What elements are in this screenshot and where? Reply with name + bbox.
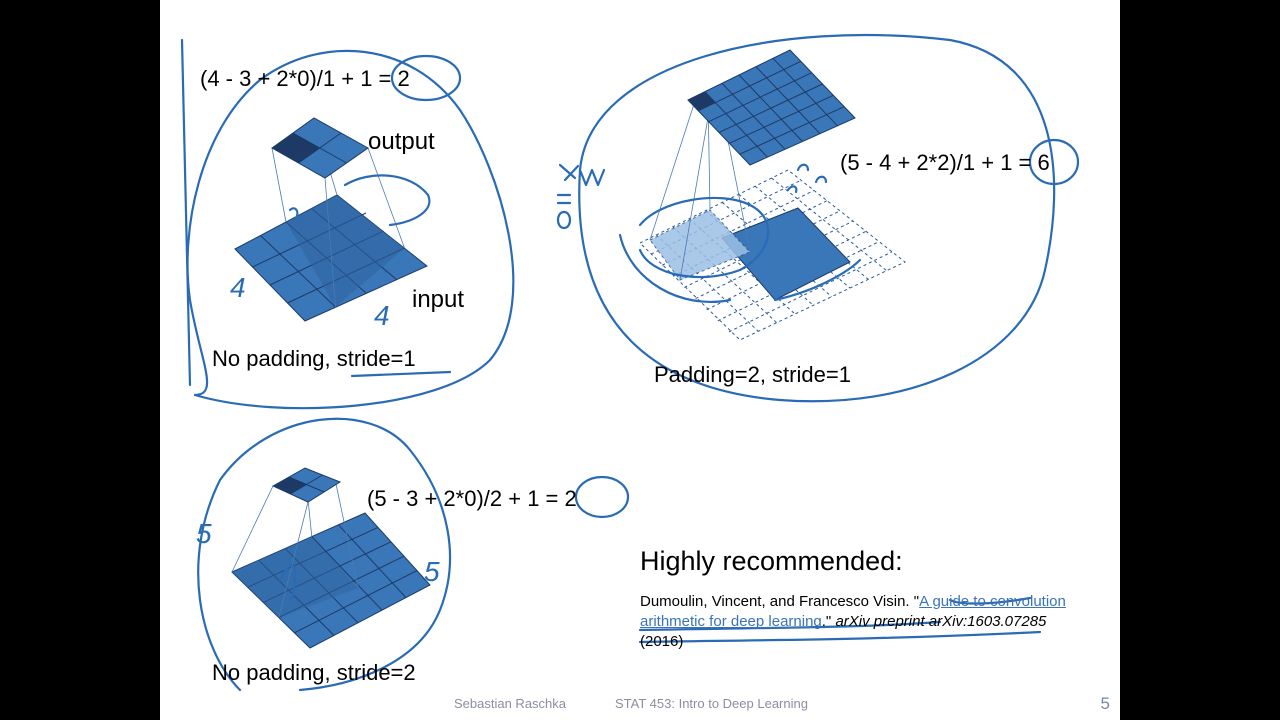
panel3-equation: (5 - 3 + 2*0)/2 + 1 = 2 [367, 486, 577, 511]
panel3-caption: No padding, stride=2 [212, 660, 416, 685]
diagram-canvas [180, 34, 1080, 692]
panel1-equation: (4 - 3 + 2*0)/1 + 1 = 2 [200, 66, 410, 91]
page-number: 5 [1100, 694, 1110, 713]
panel1-input-label: input [412, 286, 465, 313]
panel3-handwritten-right: 5 [424, 556, 440, 587]
reference-journal: arXiv preprint arXiv:1603.07285 [835, 613, 1047, 630]
recommend-heading: Highly recommended: [640, 546, 903, 576]
ink-annotations [180, 34, 1080, 692]
panel1-output-label: output [368, 128, 435, 155]
panel2-diagram [639, 49, 906, 341]
panel1-kernel-region [286, 195, 405, 307]
reference-authors: Dumoulin, Vincent, and Francesco Visin. … [640, 593, 920, 610]
paper-reference: Dumoulin, Vincent, and Francesco Visin. … [640, 592, 1080, 652]
panel2-kernel-region [649, 209, 751, 281]
footer-author: Sebastian Raschka [454, 696, 567, 711]
panel2-equation: (5 - 4 + 2*2)/1 + 1 = 6 [840, 150, 1050, 175]
panel3-handwritten-left: 5 [196, 518, 212, 549]
slide: (4 - 3 + 2*0)/1 + 1 = 2 output input No … [160, 0, 1120, 720]
panel1-handwritten-width: 4 [374, 300, 390, 331]
paper-link[interactable]: A guide to convolution arithmetic for de… [640, 593, 1066, 630]
reference-after-link: ." [821, 613, 836, 630]
panel1-diagram [234, 117, 428, 322]
panel1-handwritten-height: 4 [230, 272, 246, 303]
reference-year: (2016) [640, 633, 684, 650]
panel2-caption: Padding=2, stride=1 [654, 362, 851, 387]
panel1-caption: No padding, stride=1 [212, 346, 416, 371]
footer-course: STAT 453: Intro to Deep Learning [615, 696, 808, 711]
panel2-input-grid [721, 207, 851, 301]
